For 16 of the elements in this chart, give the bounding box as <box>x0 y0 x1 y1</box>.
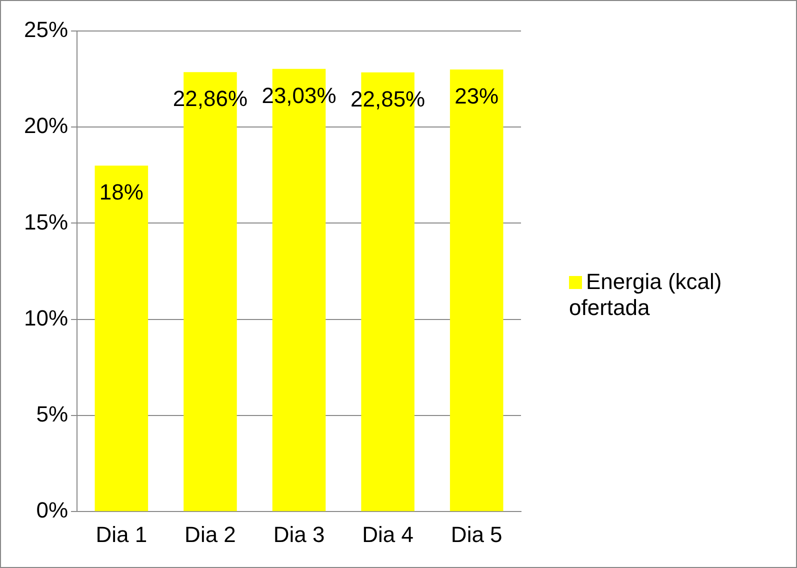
data-label: 23% <box>454 84 499 109</box>
y-tick-label: 5% <box>36 402 68 427</box>
x-tick-label: Dia 4 <box>362 522 414 547</box>
x-tick-label: Dia 2 <box>184 522 236 547</box>
data-label: 18% <box>99 180 144 205</box>
y-tick-label: 20% <box>24 113 68 138</box>
x-tick-label: Dia 3 <box>273 522 325 547</box>
y-tick-label: 25% <box>24 17 68 42</box>
y-tick-label: 15% <box>24 209 68 234</box>
bar <box>450 69 504 512</box>
bar <box>94 166 148 512</box>
legend-label: Energia (kcal) ofertada <box>569 269 722 320</box>
x-tick-label: Dia 1 <box>96 522 148 547</box>
x-tick-label: Dia 5 <box>450 522 502 547</box>
y-tick-label: 0% <box>36 498 68 523</box>
y-tick-label: 10% <box>24 305 68 330</box>
